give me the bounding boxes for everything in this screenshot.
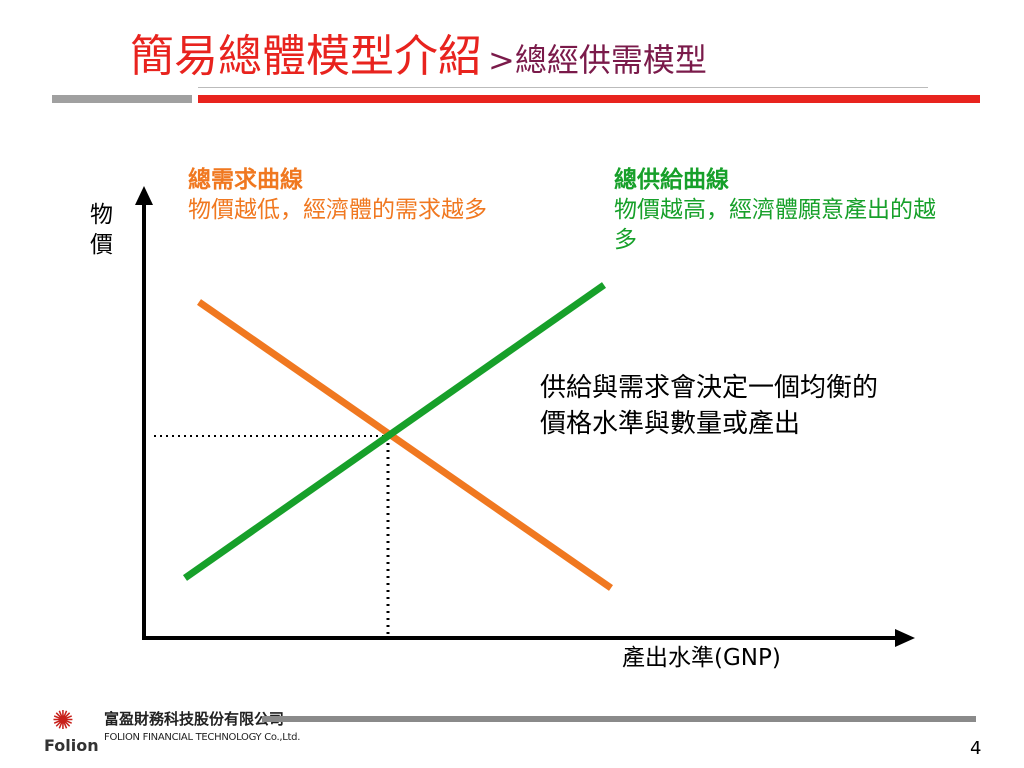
- demand-annotation: 總需求曲線 物價越低，經濟體的需求越多: [188, 165, 508, 225]
- company-logo: ✺ Folion 富盈財務科技股份有限公司 FOLION FINANCIAL T…: [44, 706, 300, 758]
- supply-description: 物價越高，經濟體願意產出的越多: [614, 197, 936, 253]
- footer-divider: [262, 716, 976, 722]
- logo-company-cn: 富盈財務科技股份有限公司: [104, 710, 285, 728]
- title-underline-red: [198, 95, 980, 103]
- supply-annotation: 總供給曲線 物價越高，經濟體願意產出的越多: [614, 165, 944, 255]
- title-underline-thin: [198, 87, 928, 88]
- demand-curve: [197, 299, 613, 591]
- x-axis-label: 產出水準(GNP): [622, 645, 781, 671]
- slide-title: 簡易總體模型介紹 >總經供需模型: [130, 20, 707, 84]
- logo-company-en: FOLION FINANCIAL TECHNOLOGY Co.,Ltd.: [104, 732, 301, 743]
- page-number: 4: [970, 738, 982, 759]
- y-axis-arrow: [135, 186, 153, 205]
- title-underline-gray: [52, 95, 192, 103]
- y-axis-label: 物價: [90, 202, 113, 258]
- title-subtitle: >總經供需模型: [488, 41, 707, 79]
- title-main: 簡易總體模型介紹: [130, 31, 482, 82]
- demand-heading: 總需求曲線: [188, 167, 303, 193]
- demand-description: 物價越低，經濟體的需求越多: [188, 197, 487, 223]
- supply-heading: 總供給曲線: [614, 167, 729, 193]
- supply-curve: [182, 282, 607, 581]
- logo-brand: Folion: [44, 736, 99, 755]
- equilibrium-note: 供給與需求會決定一個均衡的價格水準與數量或產出: [540, 373, 879, 439]
- x-axis-arrow: [895, 629, 915, 647]
- folion-logo-icon: ✺: [52, 706, 74, 736]
